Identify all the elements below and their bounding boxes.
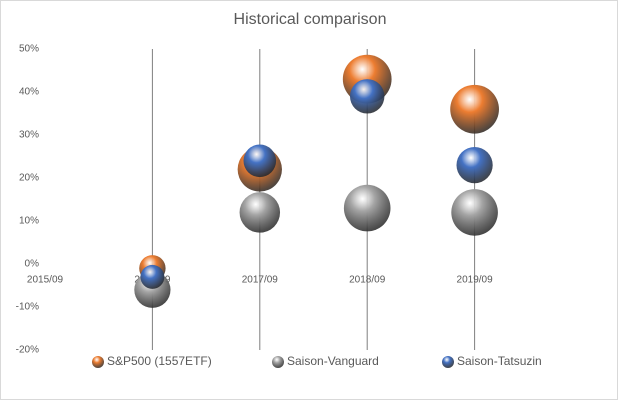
chart-title: Historical comparison	[234, 11, 387, 28]
y-tick-label: 0%	[25, 259, 40, 270]
legend-marker	[442, 356, 454, 368]
y-tick-label: 20%	[19, 173, 39, 184]
legend-label: Saison-Tatsuzin	[457, 354, 542, 368]
legend-label: S&P500 (1557ETF)	[107, 354, 212, 368]
x-tick-label: 2018/09	[349, 275, 386, 286]
y-tick-label: 40%	[19, 87, 39, 98]
bubble	[349, 79, 385, 114]
y-tick-label: -10%	[16, 302, 39, 313]
y-tick-label: 50%	[19, 44, 39, 55]
bubble	[243, 144, 277, 178]
legend-marker	[272, 356, 284, 368]
y-tick-label: 10%	[19, 216, 39, 227]
bubble	[140, 264, 165, 289]
x-tick-label: 2015/09	[27, 275, 64, 286]
y-tick-label: -20%	[16, 345, 39, 356]
bubble	[451, 189, 498, 236]
legend-label: Saison-Vanguard	[287, 354, 379, 368]
legend-marker	[92, 356, 104, 368]
x-tick-label: 2017/09	[242, 275, 279, 286]
x-tick-label: 2019/09	[457, 275, 494, 286]
bubble	[343, 184, 391, 232]
y-tick-label: 30%	[19, 130, 39, 141]
chart-frame	[0, 0, 618, 400]
bubble	[239, 192, 281, 233]
bubble	[456, 146, 493, 184]
bubble	[450, 84, 499, 134]
